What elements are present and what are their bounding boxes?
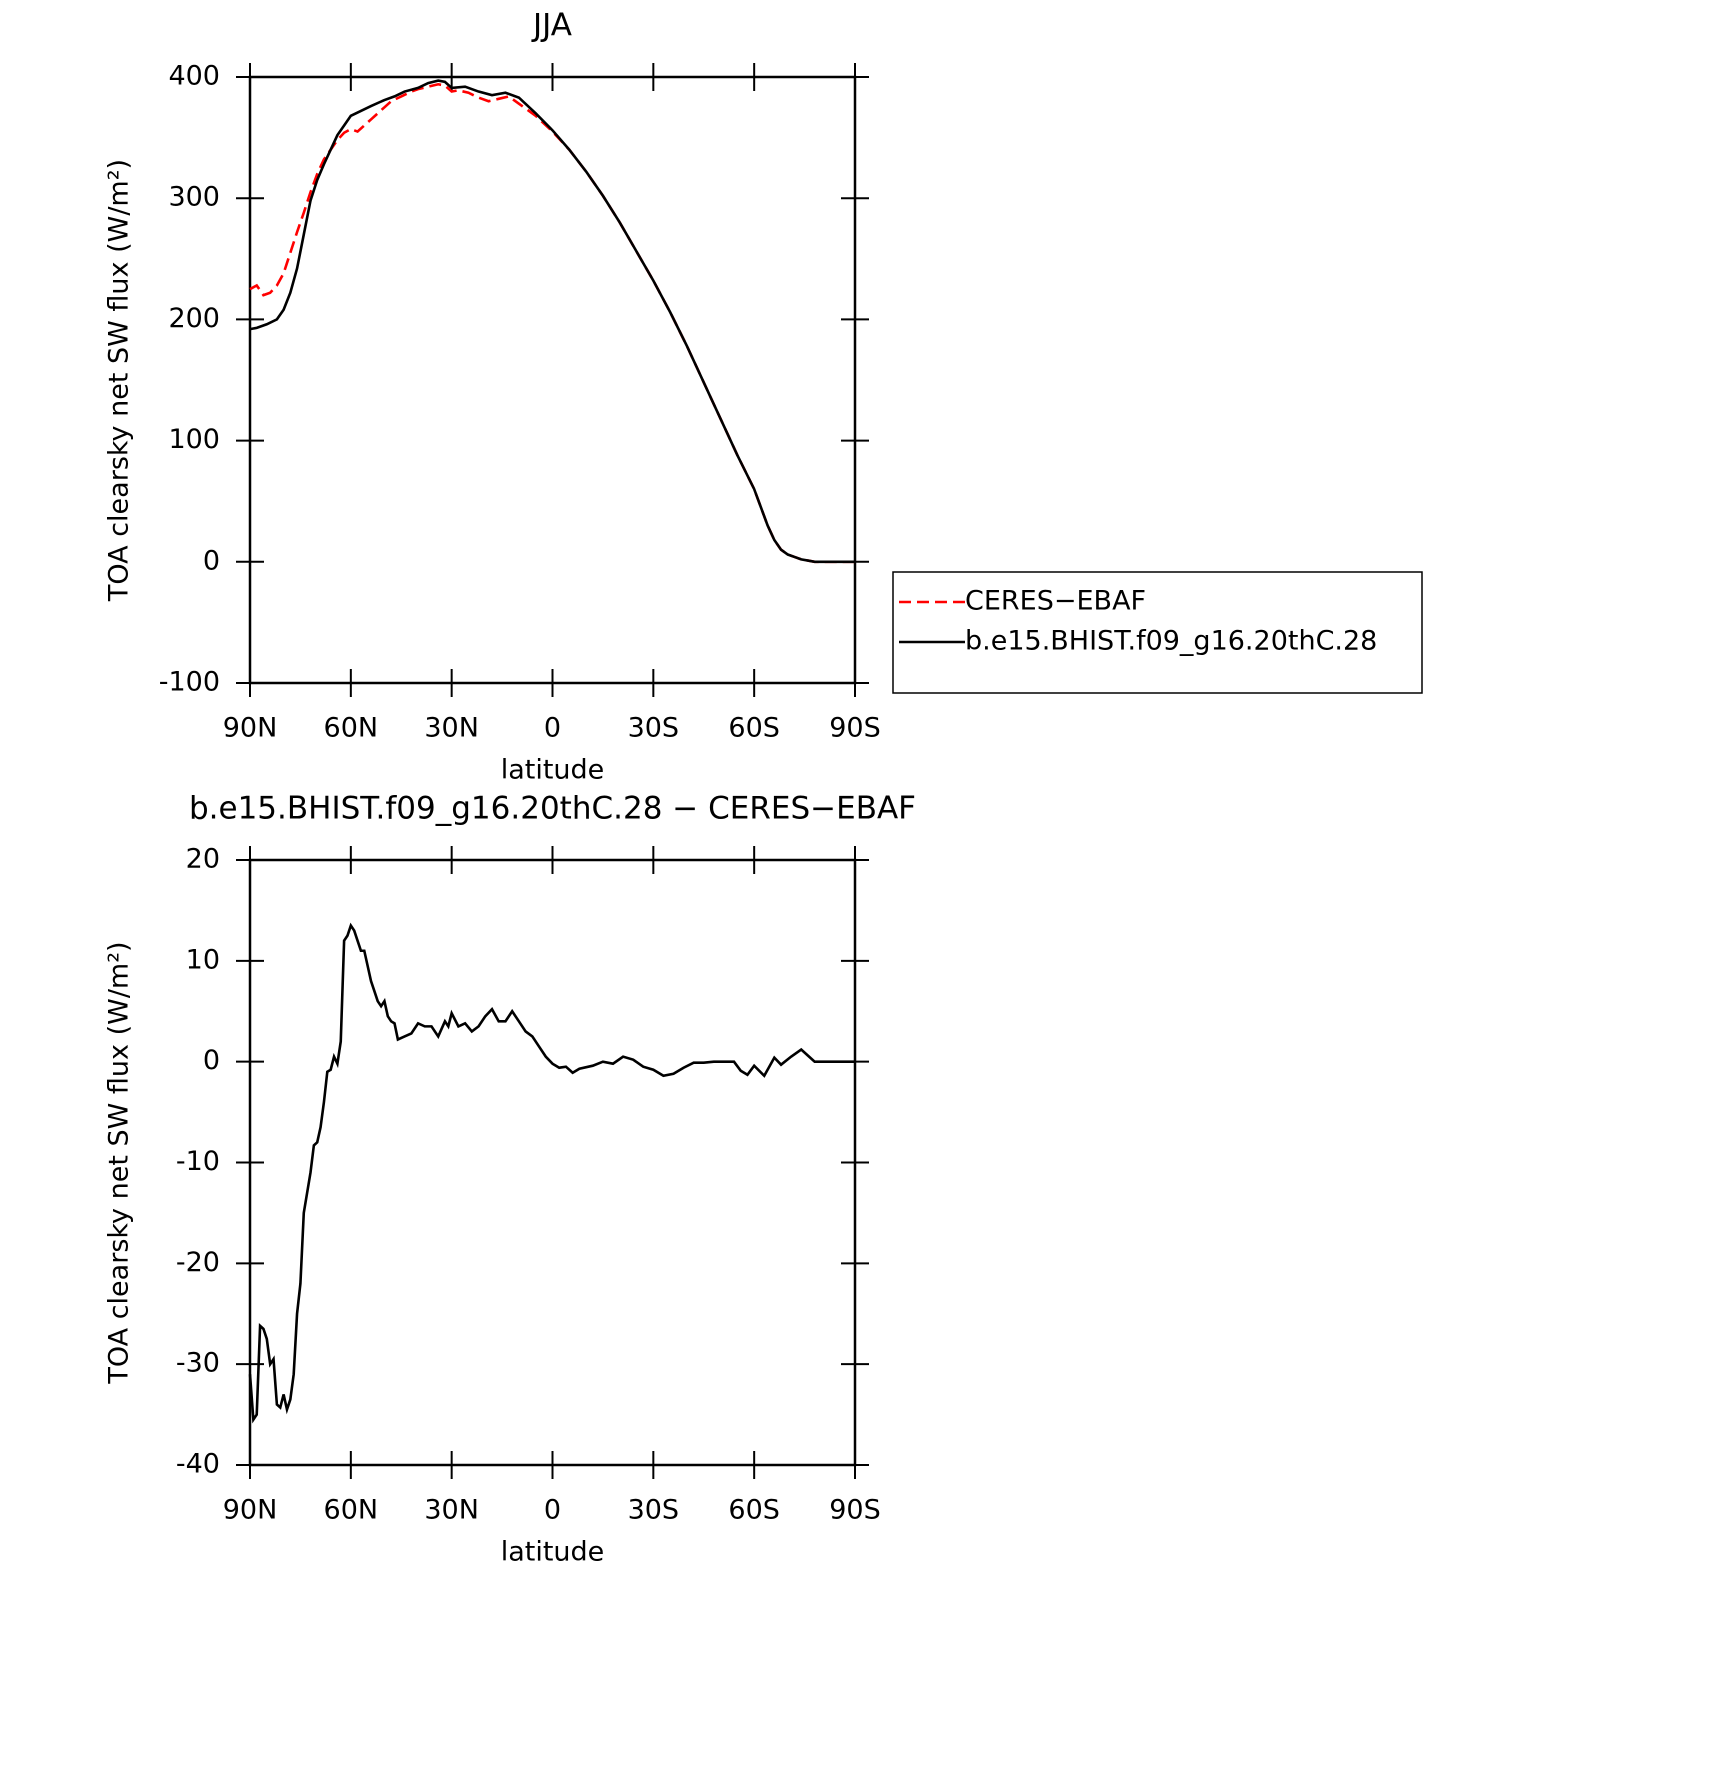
x-tick-label: 30S (628, 1495, 680, 1526)
x-tick-label: 90N (223, 1495, 278, 1526)
legend-box (892, 571, 1423, 694)
chart-title: b.e15.BHIST.f09_g16.20thC.28 − CERES−EBA… (189, 791, 916, 827)
y-axis-label: TOA clearsky net SW flux (W/m²) (104, 159, 135, 602)
x-tick-label: 60S (728, 1495, 780, 1526)
x-tick-label: 90S (829, 713, 881, 744)
x-tick-label: 30N (424, 1495, 479, 1526)
x-tick-label: 30S (628, 713, 680, 744)
data-line (249, 79, 855, 564)
y-tick-label: -100 (159, 667, 220, 698)
y-tick-label: 20 (186, 844, 220, 875)
y-tick-label: 300 (168, 182, 220, 213)
y-tick-label: 0 (203, 1045, 220, 1076)
y-tick-label: 0 (203, 545, 220, 576)
y-tick-label: -40 (176, 1449, 220, 1480)
legend-label: CERES−EBAF (965, 586, 1146, 617)
x-tick-label: 0 (544, 713, 561, 744)
x-tick-label: 60N (324, 1495, 379, 1526)
y-tick-label: 100 (168, 424, 220, 455)
x-axis-label: latitude (501, 1537, 605, 1568)
data-line (248, 922, 855, 1424)
chart-title: JJA (531, 8, 572, 44)
x-tick-label: 60S (728, 713, 780, 744)
y-tick-label: 10 (186, 944, 220, 975)
plot-frame (248, 75, 857, 685)
x-tick-label: 0 (544, 1495, 561, 1526)
x-tick-label: 90S (829, 1495, 881, 1526)
x-tick-label: 60N (324, 713, 379, 744)
y-tick-label: 200 (168, 303, 220, 334)
y-tick-label: 400 (168, 61, 220, 92)
x-axis-label: latitude (501, 755, 605, 786)
y-axis-label: TOA clearsky net SW flux (W/m²) (104, 941, 135, 1384)
x-tick-label: 90N (223, 713, 278, 744)
legend-label: b.e15.BHIST.f09_g16.20thC.28 (965, 626, 1377, 657)
x-tick-label: 30N (424, 713, 479, 744)
plot-frame (248, 858, 857, 1467)
data-line (249, 82, 855, 564)
y-tick-label: -10 (176, 1146, 220, 1177)
y-tick-label: -20 (176, 1247, 220, 1278)
y-tick-label: -30 (176, 1348, 220, 1379)
